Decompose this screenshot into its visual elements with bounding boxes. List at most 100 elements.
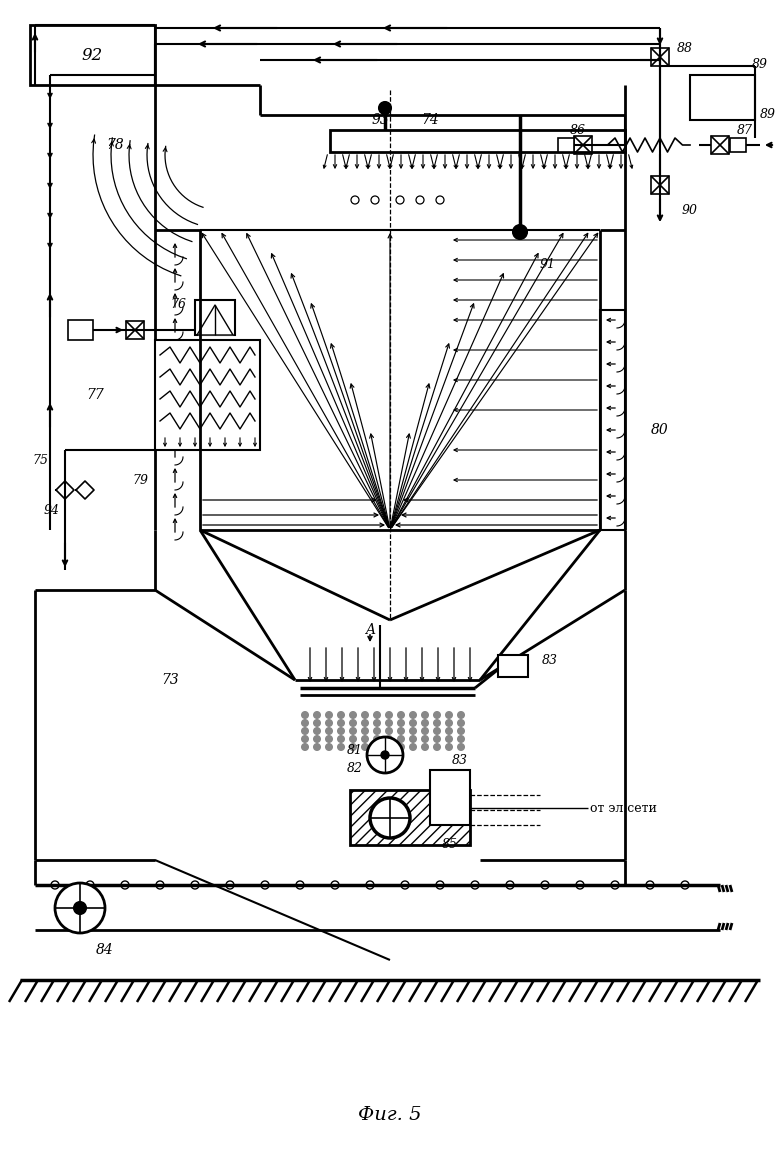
Circle shape (338, 711, 345, 718)
Circle shape (374, 711, 381, 718)
Circle shape (410, 728, 417, 734)
Bar (600, 310, 625, 530)
Bar (651, 48, 669, 66)
Circle shape (302, 744, 309, 751)
Text: 83: 83 (542, 654, 558, 666)
Circle shape (361, 711, 368, 718)
Text: 76: 76 (170, 299, 186, 311)
Bar (651, 176, 669, 194)
Text: 82: 82 (347, 761, 363, 775)
Text: 74: 74 (421, 113, 439, 127)
Circle shape (410, 719, 417, 726)
Circle shape (458, 736, 465, 743)
Text: 75: 75 (32, 453, 48, 467)
Text: 73: 73 (161, 673, 179, 687)
Circle shape (434, 744, 441, 751)
Text: 93: 93 (371, 113, 389, 127)
Text: 83: 83 (452, 754, 468, 767)
Text: 79: 79 (132, 474, 148, 487)
Bar (498, 655, 528, 677)
Circle shape (302, 711, 309, 718)
Circle shape (361, 736, 368, 743)
Circle shape (398, 711, 405, 718)
Circle shape (434, 711, 441, 718)
Bar (126, 321, 144, 339)
Circle shape (381, 751, 389, 759)
Bar (68, 321, 93, 340)
Circle shape (398, 728, 405, 734)
Circle shape (74, 902, 86, 914)
Circle shape (361, 744, 368, 751)
Circle shape (349, 736, 356, 743)
Circle shape (314, 736, 321, 743)
Text: 94: 94 (44, 504, 60, 517)
Text: 81: 81 (347, 744, 363, 756)
Circle shape (314, 719, 321, 726)
Text: от эл.сети: от эл.сети (590, 801, 657, 814)
Bar (430, 770, 470, 826)
Circle shape (445, 744, 452, 751)
Text: 84: 84 (96, 943, 114, 957)
Circle shape (374, 719, 381, 726)
Circle shape (361, 719, 368, 726)
Circle shape (410, 744, 417, 751)
Text: 78: 78 (106, 138, 124, 152)
Circle shape (349, 719, 356, 726)
Text: 89: 89 (760, 108, 776, 121)
Circle shape (361, 728, 368, 734)
Circle shape (445, 711, 452, 718)
Text: 92: 92 (81, 46, 103, 63)
Bar (711, 136, 729, 155)
Bar (330, 130, 625, 152)
Polygon shape (197, 306, 233, 336)
Circle shape (421, 736, 428, 743)
Text: 91: 91 (540, 258, 556, 271)
Text: Фиг. 5: Фиг. 5 (358, 1106, 422, 1124)
Bar (155, 340, 260, 450)
Circle shape (370, 798, 410, 838)
Circle shape (374, 728, 381, 734)
Circle shape (434, 719, 441, 726)
Circle shape (398, 719, 405, 726)
Circle shape (410, 711, 417, 718)
Circle shape (421, 719, 428, 726)
Circle shape (421, 728, 428, 734)
Bar (730, 138, 746, 152)
Text: A: A (365, 623, 375, 636)
Circle shape (385, 736, 392, 743)
Circle shape (325, 711, 332, 718)
Circle shape (374, 744, 381, 751)
Circle shape (398, 736, 405, 743)
Circle shape (338, 744, 345, 751)
Text: 77: 77 (86, 389, 104, 402)
Circle shape (55, 883, 105, 933)
Circle shape (379, 101, 391, 114)
Text: 86: 86 (570, 123, 586, 136)
Circle shape (445, 736, 452, 743)
Bar (558, 138, 574, 152)
Bar (690, 75, 755, 120)
Circle shape (349, 728, 356, 734)
Circle shape (302, 728, 309, 734)
Circle shape (513, 225, 527, 239)
Text: 89: 89 (752, 59, 768, 71)
Circle shape (325, 744, 332, 751)
Circle shape (458, 711, 465, 718)
Text: 85: 85 (442, 838, 458, 852)
Circle shape (458, 719, 465, 726)
Text: 80: 80 (651, 423, 669, 437)
Bar (30, 25, 155, 85)
Bar (574, 136, 592, 155)
Circle shape (421, 744, 428, 751)
Circle shape (314, 711, 321, 718)
Circle shape (445, 719, 452, 726)
Circle shape (385, 744, 392, 751)
Circle shape (338, 728, 345, 734)
Circle shape (421, 711, 428, 718)
Circle shape (302, 719, 309, 726)
Circle shape (325, 728, 332, 734)
Circle shape (398, 744, 405, 751)
Circle shape (314, 728, 321, 734)
Bar (350, 790, 470, 845)
Circle shape (385, 711, 392, 718)
